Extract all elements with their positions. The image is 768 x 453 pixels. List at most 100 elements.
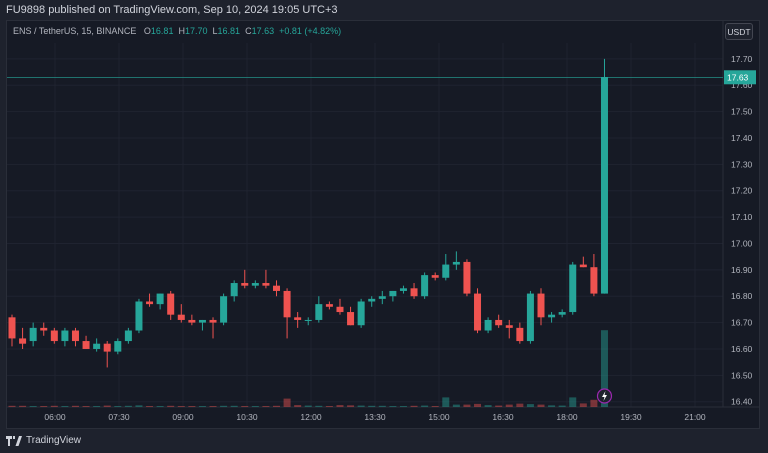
low-value: 16.81 bbox=[217, 26, 241, 36]
volume-bar bbox=[548, 405, 556, 407]
high-label: H bbox=[178, 26, 185, 36]
y-tick-label: 16.90 bbox=[731, 265, 753, 275]
low-label: L bbox=[212, 26, 218, 36]
candle-body bbox=[368, 298, 376, 302]
candle-body bbox=[516, 327, 524, 342]
volume-bar bbox=[82, 406, 90, 407]
volume-bar bbox=[516, 403, 524, 407]
symbol-name[interactable]: ENS / TetherUS, 15, BINANCE bbox=[13, 26, 137, 36]
tradingview-brand: TradingView bbox=[26, 435, 82, 446]
candle-body bbox=[315, 304, 323, 320]
candle-body bbox=[537, 293, 545, 318]
chart-panel[interactable]: ENS / TetherUS, 15, BINANCE O16.81 H17.7… bbox=[6, 20, 760, 429]
candle-body bbox=[177, 314, 185, 320]
candle-body bbox=[495, 319, 503, 326]
x-tick-label: 13:30 bbox=[364, 412, 386, 422]
candle-body bbox=[548, 314, 556, 318]
volume-bar bbox=[495, 405, 503, 407]
candle-body bbox=[474, 293, 482, 331]
footer: TradingView bbox=[6, 433, 81, 449]
candle-body bbox=[198, 319, 206, 323]
candle-body bbox=[378, 296, 386, 299]
volume-bar bbox=[241, 406, 249, 407]
currency-button[interactable]: USDT bbox=[725, 23, 753, 40]
y-tick-label: 16.60 bbox=[731, 344, 753, 354]
candle-body bbox=[93, 343, 101, 349]
candle-body bbox=[19, 338, 27, 344]
volume-bar bbox=[579, 403, 587, 407]
candle-body bbox=[241, 283, 249, 286]
high-value: 17.70 bbox=[184, 26, 208, 36]
volume-bar bbox=[421, 405, 429, 407]
candle-body bbox=[579, 264, 587, 268]
volume-bar bbox=[389, 406, 397, 407]
candle-body bbox=[431, 275, 439, 278]
candle-body bbox=[188, 319, 196, 323]
volume-bar bbox=[600, 330, 608, 407]
volume-bar bbox=[368, 405, 376, 407]
candle-body bbox=[40, 327, 48, 331]
symbol-legend: ENS / TetherUS, 15, BINANCE O16.81 H17.7… bbox=[13, 26, 341, 36]
change-value: +0.81 (+4.82%) bbox=[279, 26, 342, 36]
candle-body bbox=[558, 312, 566, 315]
volume-bar bbox=[325, 406, 333, 407]
y-tick-label: 16.50 bbox=[731, 370, 753, 380]
lightning-glyph bbox=[601, 391, 607, 401]
candle-body bbox=[135, 301, 143, 331]
y-tick-label: 17.60 bbox=[731, 80, 753, 90]
volume-bar bbox=[177, 406, 185, 407]
volume-bar bbox=[399, 406, 407, 407]
publication-info: FU9898 published on TradingView.com, Sep… bbox=[6, 4, 338, 16]
volume-bar bbox=[378, 405, 386, 407]
volume-bar bbox=[230, 405, 238, 407]
volume-bar bbox=[273, 405, 280, 407]
candle-body bbox=[442, 264, 450, 278]
x-tick-label: 07:30 bbox=[108, 412, 130, 422]
volume-bar bbox=[505, 404, 513, 407]
candle-body bbox=[230, 283, 238, 297]
volume-bar bbox=[93, 406, 101, 407]
candle-body bbox=[61, 330, 69, 342]
volume-bar bbox=[484, 405, 492, 407]
candle-body bbox=[220, 296, 228, 323]
x-tick-label: 15:00 bbox=[428, 412, 450, 422]
volume-bar bbox=[135, 405, 143, 407]
volume-bar bbox=[71, 405, 79, 407]
volume-bar bbox=[188, 406, 196, 407]
candle-body bbox=[209, 319, 217, 323]
volume-bar bbox=[50, 405, 58, 407]
candle-body bbox=[146, 301, 154, 305]
x-tick-label: 10:30 bbox=[236, 412, 258, 422]
candle-body bbox=[251, 283, 259, 286]
candle-body bbox=[569, 264, 577, 313]
volume-bar bbox=[452, 404, 460, 407]
y-tick-label: 16.40 bbox=[731, 397, 753, 407]
volume-bar bbox=[526, 404, 534, 407]
candle-body bbox=[82, 341, 90, 349]
candle-body bbox=[399, 288, 407, 291]
volume-bar bbox=[156, 406, 164, 407]
volume-bar bbox=[357, 405, 365, 407]
y-tick-label: 17.00 bbox=[731, 238, 753, 248]
candle-body bbox=[590, 267, 598, 294]
volume-bar bbox=[304, 405, 312, 407]
last-price-label: 17.63 bbox=[727, 72, 749, 82]
candlestick-chart[interactable]: 17.70 17.60 17.50 17.40 17.30 17.20 17.10 17.00… bbox=[7, 21, 759, 428]
volume-bar bbox=[220, 405, 228, 407]
close-value: 17.63 bbox=[251, 26, 275, 36]
candle-body bbox=[484, 319, 492, 331]
volume-bar bbox=[61, 406, 69, 407]
volume-bar bbox=[8, 405, 16, 407]
tradingview-logo-icon bbox=[6, 436, 22, 446]
candle-body bbox=[336, 306, 344, 313]
candle-body bbox=[50, 330, 58, 342]
y-tick-label: 16.70 bbox=[731, 318, 753, 328]
candle-body bbox=[526, 293, 534, 342]
x-tick-label: 06:00 bbox=[44, 412, 66, 422]
volume-bar bbox=[315, 405, 323, 407]
y-tick-label: 17.10 bbox=[731, 212, 753, 222]
volume-bar bbox=[336, 405, 344, 407]
candle-body bbox=[389, 290, 397, 297]
x-tick-label: 18:00 bbox=[556, 412, 578, 422]
volume-bar bbox=[442, 397, 450, 407]
